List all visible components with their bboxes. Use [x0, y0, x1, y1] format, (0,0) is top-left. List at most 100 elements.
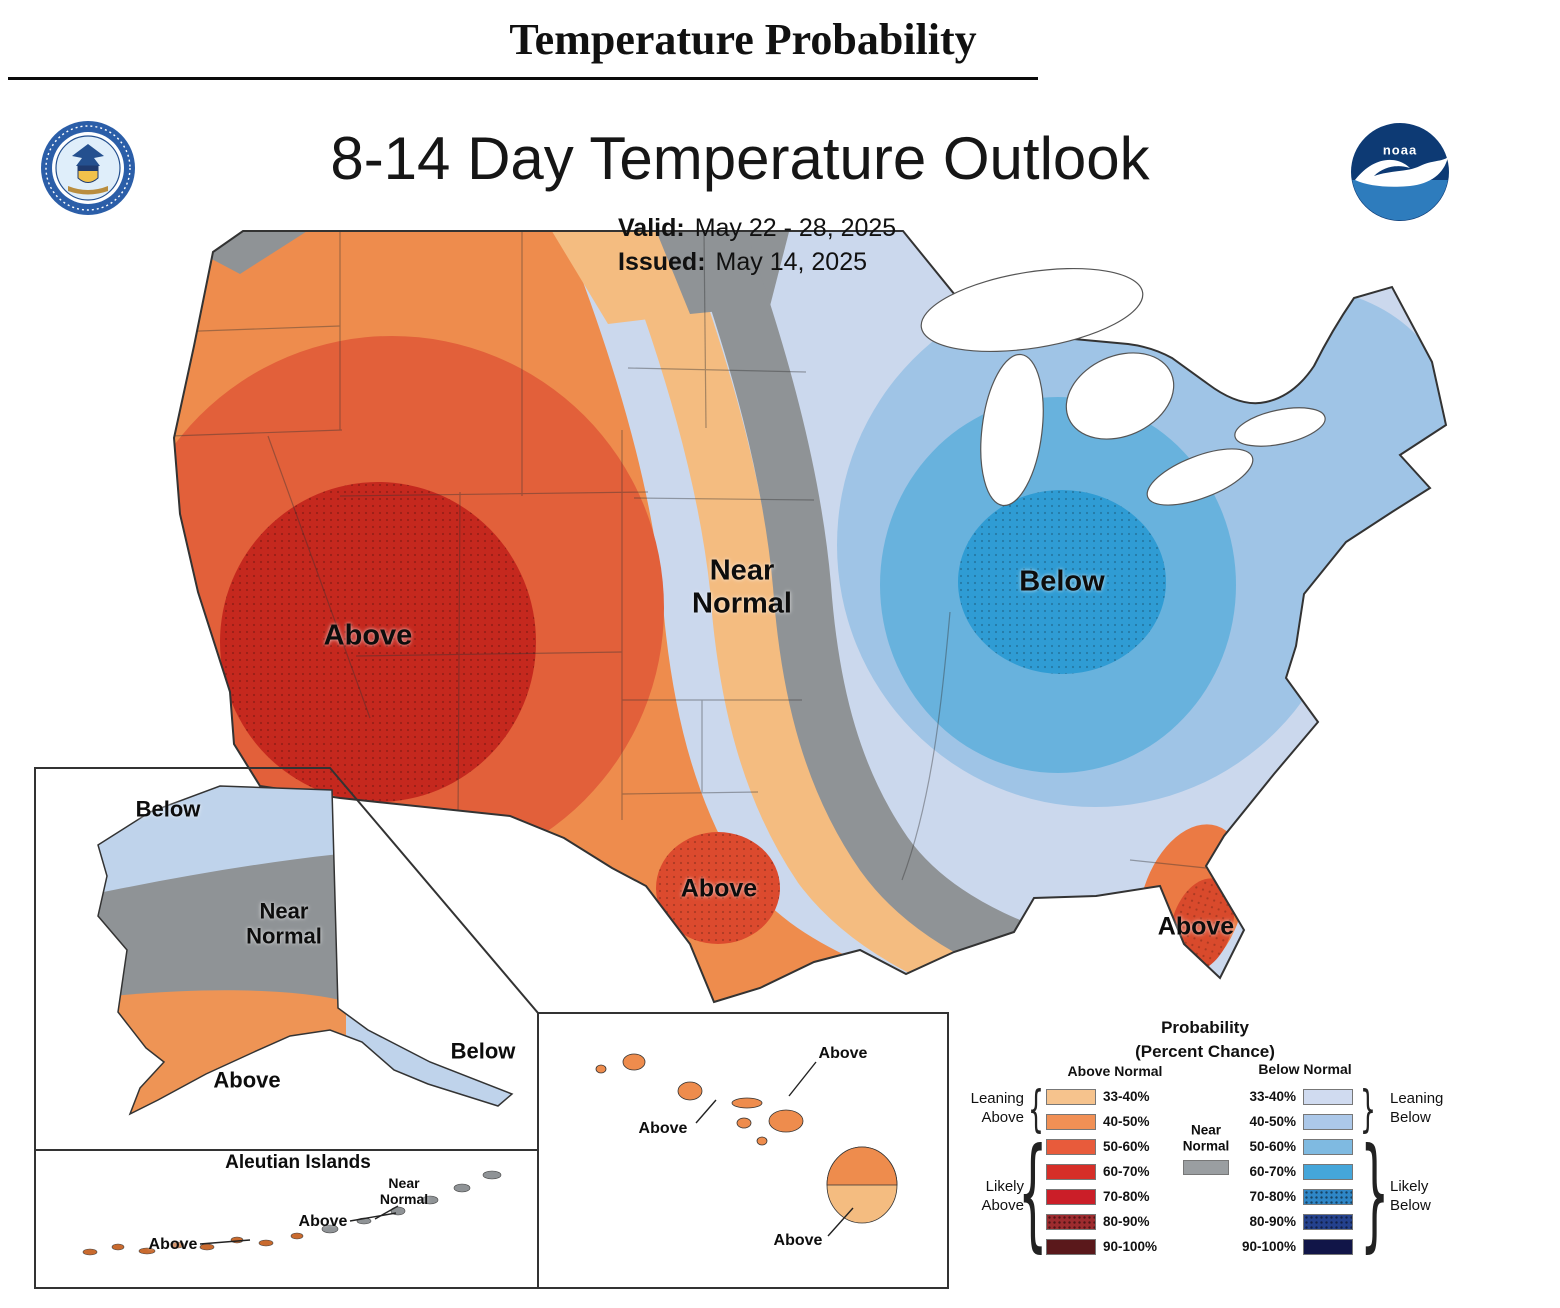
- alaska-regions: [98, 786, 512, 1114]
- label-alaska-below: Below: [135, 796, 201, 822]
- legend-above-row: 33-40%: [1046, 1088, 1150, 1105]
- label-aleutian-title: Aleutian Islands: [225, 1152, 371, 1174]
- legend-below-swatch-33-40: [1303, 1088, 1353, 1105]
- aleutian-island: [138, 1247, 156, 1255]
- legend-below-range: 33-40%: [1249, 1089, 1296, 1104]
- lake-superior: [920, 267, 1144, 353]
- legend-above-swatch-40-50: [1046, 1113, 1096, 1130]
- legend-above-header: Above Normal: [1067, 1063, 1163, 1079]
- label-texas-above: Above: [680, 874, 758, 903]
- legend-above-swatch-60-70: [1046, 1163, 1096, 1180]
- legend-above-row: 90-100%: [1046, 1238, 1157, 1255]
- hawaii-island: [595, 1064, 607, 1074]
- great-lakes: [920, 267, 1326, 507]
- legend-below-range: 70-80%: [1249, 1189, 1296, 1204]
- legend-near-normal-label: Near Normal: [1182, 1122, 1230, 1153]
- band-above-33-40: [616, 231, 1063, 1002]
- label-aleutian-near-normal: Near Normal: [379, 1174, 429, 1207]
- legend-below-swatch-40-50: [1303, 1113, 1353, 1130]
- legend-below-range: 80-90%: [1249, 1214, 1296, 1229]
- lake-michigan: [980, 353, 1044, 507]
- doc-seal-ring-text: [45, 125, 131, 211]
- label-near-normal: Near Normal: [692, 554, 792, 620]
- aleutian-island: [290, 1232, 304, 1240]
- hawaii-big-island-above-half: [826, 1146, 898, 1186]
- legend-above-swatch-90-100: [1046, 1238, 1096, 1255]
- legend-below-row: 80-90%: [1238, 1213, 1353, 1230]
- legend-above-row: 60-70%: [1046, 1163, 1150, 1180]
- brace-leaning-above: {: [1028, 1080, 1044, 1138]
- label-aleutian-above-mid: Above: [298, 1212, 348, 1230]
- legend-above-swatch-33-40: [1046, 1088, 1096, 1105]
- lake-ontario: [1234, 407, 1326, 447]
- legend-above-range: 70-80%: [1103, 1189, 1150, 1204]
- hawaii-island-molokai: [731, 1097, 763, 1109]
- legend-leaning-below: Leaning Below: [1390, 1090, 1444, 1126]
- legend-title: Probability: [1161, 1018, 1249, 1037]
- hawaii-island-kauai: [622, 1053, 646, 1071]
- label-aleutian-above-west: Above: [148, 1235, 198, 1253]
- brace-leaning-below: }: [1360, 1080, 1376, 1138]
- legend-below-range: 60-70%: [1249, 1164, 1296, 1179]
- label-midwest-below: Below: [1019, 565, 1105, 598]
- legend-below-swatch-60-70: [1303, 1163, 1353, 1180]
- doc-seal-logo: [41, 121, 135, 215]
- brace-likely-below: }: [1360, 1122, 1390, 1264]
- legend-leaning-above: Leaning Above: [970, 1090, 1024, 1126]
- legend-subtitle: (Percent Chance): [1135, 1042, 1275, 1061]
- alaska-panhandle-below-region: [346, 1004, 512, 1114]
- aleutian-island: [421, 1195, 439, 1205]
- aleutian-island: [111, 1243, 125, 1251]
- lake-huron: [1065, 352, 1175, 440]
- aleutian-island: [321, 1224, 339, 1234]
- label-hawaii-above-west: Above: [638, 1119, 688, 1137]
- hawaii-islands: [595, 1053, 898, 1224]
- label-alaska-near-normal: Near Normal: [246, 898, 322, 949]
- legend-below-header: Below Normal: [1258, 1061, 1352, 1077]
- noaa-seagull-icon: [1355, 157, 1448, 187]
- band-near-normal: [686, 231, 1144, 1002]
- lake-erie: [1146, 448, 1254, 506]
- legend-above-range: 50-60%: [1103, 1139, 1150, 1154]
- region-above-60-70-texture: [220, 482, 536, 802]
- alaska-outline: [97, 785, 514, 1116]
- aleutian-island: [199, 1243, 215, 1251]
- hawaii-island-oahu: [677, 1081, 703, 1101]
- legend-below-swatch-90-100: [1303, 1238, 1353, 1255]
- noaa-logo-bottom: [1352, 180, 1448, 221]
- legend-below-row: 70-80%: [1238, 1188, 1353, 1205]
- aleutian-island: [171, 1241, 185, 1249]
- brace-likely-above: {: [1018, 1122, 1048, 1264]
- banner-rule: [8, 77, 1038, 80]
- valid-value: May 22 - 28, 2025: [694, 214, 897, 242]
- legend-below-row: 50-60%: [1238, 1138, 1353, 1155]
- region-below-60-70-texture: [958, 490, 1166, 674]
- label-alaska-above: Above: [213, 1067, 281, 1093]
- label-alaska-southeast-below: Below: [450, 1038, 516, 1064]
- doc-seal-eagle: [72, 144, 104, 166]
- label-hawaii-above-north: Above: [818, 1044, 868, 1062]
- legend-above-range: 60-70%: [1103, 1164, 1150, 1179]
- legend-below-swatch-80-90: [1303, 1213, 1353, 1230]
- doc-seal-shield-chief: [78, 166, 98, 171]
- legend-likely-above: Likely Above: [981, 1178, 1024, 1214]
- doc-seal-ground: [68, 186, 108, 195]
- legend-above-row: 70-80%: [1046, 1188, 1150, 1205]
- state-borders: [174, 231, 1207, 881]
- legend-above-swatch-70-80: [1046, 1188, 1096, 1205]
- legend-above-range: 33-40%: [1103, 1089, 1150, 1104]
- issued-value: May 14, 2025: [715, 248, 868, 276]
- legend-below-row: 33-40%: [1238, 1088, 1353, 1105]
- legend-above-range: 80-90%: [1103, 1214, 1150, 1229]
- legend-above-row: 80-90%: [1046, 1213, 1150, 1230]
- legend-near-normal-swatch: [1183, 1160, 1229, 1175]
- region-texas-above-texture: [656, 832, 780, 944]
- legend-below-row: 60-70%: [1238, 1163, 1353, 1180]
- aleutian-island: [258, 1239, 274, 1247]
- legend-above-swatch-50-60: [1046, 1138, 1096, 1155]
- legend-above-row: 50-60%: [1046, 1138, 1150, 1155]
- hawaii-leader-lines: [695, 1061, 854, 1237]
- legend-below-range: 50-60%: [1249, 1139, 1296, 1154]
- valid-row: Valid: May 22 - 28, 2025: [618, 214, 896, 243]
